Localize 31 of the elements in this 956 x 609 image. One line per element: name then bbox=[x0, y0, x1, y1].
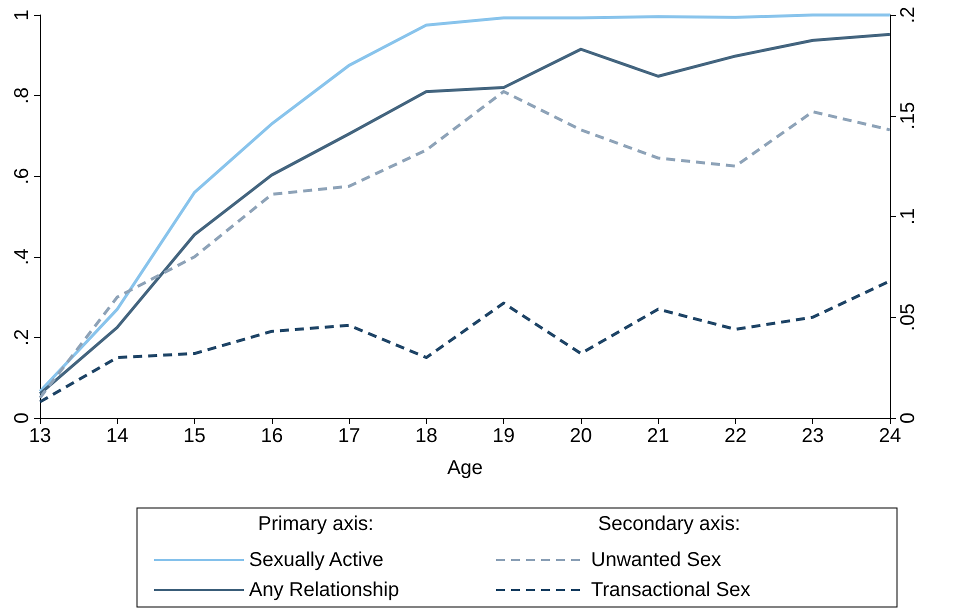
legend-label: Any Relationship bbox=[249, 579, 400, 601]
legend-label: Sexually Active bbox=[249, 549, 384, 571]
y-tick-label: 0 bbox=[11, 412, 33, 424]
y2-tick-label: 0 bbox=[897, 412, 919, 424]
x-tick-label: 15 bbox=[183, 425, 206, 447]
text: Primary axis: bbox=[258, 513, 374, 535]
y2-tick-label: .15 bbox=[897, 102, 919, 130]
x-tick-label: 18 bbox=[415, 425, 438, 447]
x-tick-label: 17 bbox=[338, 425, 360, 447]
x-tick-label: 21 bbox=[647, 425, 670, 447]
y2-tick-label: .1 bbox=[897, 208, 919, 225]
x-tick-label: 20 bbox=[570, 425, 592, 447]
y-tick-label: .2 bbox=[11, 329, 33, 346]
y-tick-label: 1 bbox=[11, 9, 33, 21]
y-tick-label: .6 bbox=[11, 168, 33, 185]
legend-label: Unwanted Sex bbox=[591, 549, 722, 571]
y2-tick-label: .05 bbox=[897, 303, 919, 332]
x-tick-label: 16 bbox=[260, 425, 283, 447]
line-series bbox=[38, 90, 892, 400]
text: Secondary axis: bbox=[598, 513, 740, 535]
y2-tick-label: .2 bbox=[897, 6, 919, 24]
x-tick-label: 22 bbox=[724, 425, 747, 447]
x-tick-label: 19 bbox=[492, 425, 515, 447]
x-axis-title: Age bbox=[447, 457, 483, 479]
x-tick-label: 14 bbox=[106, 425, 128, 447]
y-tick-label: .8 bbox=[11, 87, 33, 104]
x-tick-label: 13 bbox=[28, 425, 52, 447]
y-tick-label: .4 bbox=[11, 248, 33, 266]
x-tick-label: 24 bbox=[878, 425, 902, 447]
legend-label: Transactional Sex bbox=[591, 579, 750, 601]
x-tick-label: 23 bbox=[802, 425, 824, 447]
